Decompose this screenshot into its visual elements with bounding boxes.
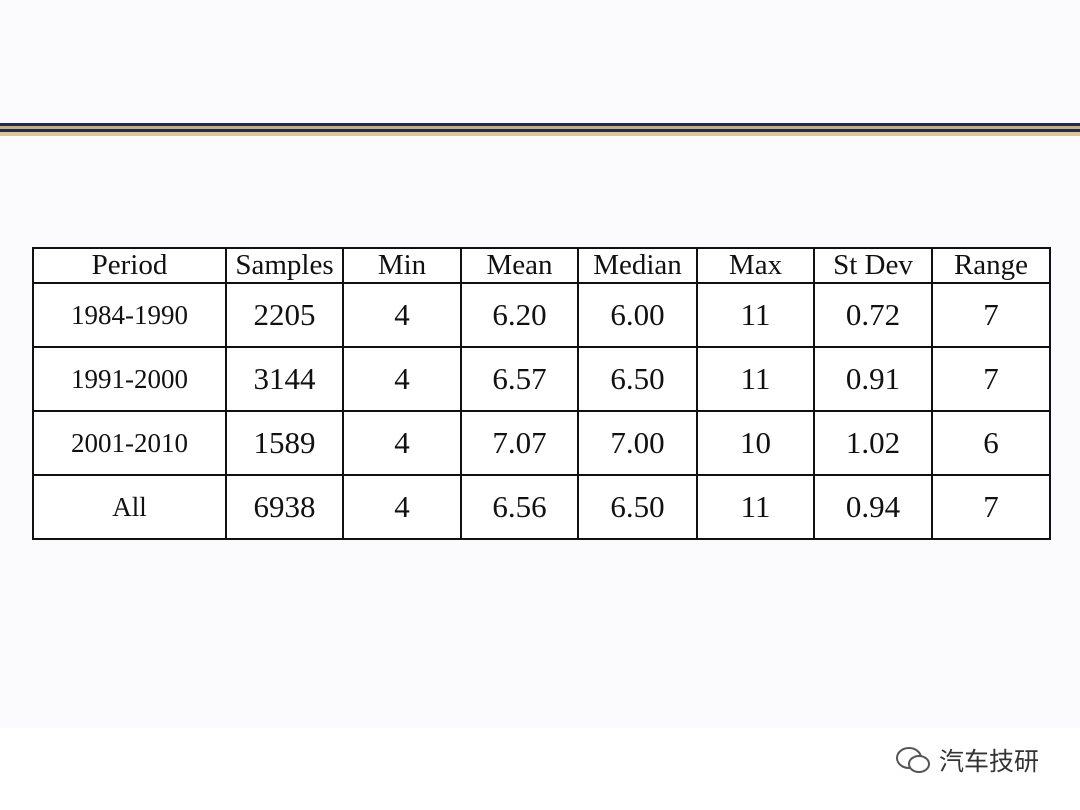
rule-dark	[0, 129, 1080, 132]
wechat-icon	[896, 747, 930, 773]
value-cell: 11	[696, 474, 815, 540]
stats-table: Period Samples Min Mean Median Max St Dev Range…	[32, 247, 1051, 540]
rule-dark	[0, 123, 1080, 126]
header-cell: Max	[696, 247, 815, 284]
value-cell: 3144	[225, 346, 344, 412]
watermark: 汽车技研	[895, 742, 1039, 778]
header-cell: Min	[342, 247, 462, 284]
value-cell: 4	[342, 410, 462, 476]
header-row: Period Samples Min Mean Median Max St Dev Range	[32, 247, 1051, 284]
period-cell: 1991-2000	[32, 346, 227, 412]
value-cell: 7.07	[460, 410, 579, 476]
header-cell: Median	[577, 247, 698, 284]
value-cell: 11	[696, 346, 815, 412]
value-cell: 1.02	[813, 410, 933, 476]
value-cell: 6.50	[577, 346, 698, 412]
header-cell: St Dev	[813, 247, 933, 284]
value-cell: 7	[931, 282, 1051, 348]
value-cell: 4	[342, 346, 462, 412]
value-cell: 11	[696, 282, 815, 348]
header-cell: Period	[32, 247, 227, 284]
table-row: 1984-1990 2205 4 6.20 6.00 11 0.72 7	[32, 282, 1051, 348]
table-row: 2001-2010 1589 4 7.07 7.00 10 1.02 6	[32, 410, 1051, 476]
value-cell: 1589	[225, 410, 344, 476]
value-cell: 7.00	[577, 410, 698, 476]
value-cell: 6.00	[577, 282, 698, 348]
value-cell: 0.72	[813, 282, 933, 348]
value-cell: 2205	[225, 282, 344, 348]
rule-gold	[0, 126, 1080, 129]
table-row: All 6938 4 6.56 6.50 11 0.94 7	[32, 474, 1051, 540]
header-cell: Mean	[460, 247, 579, 284]
watermark-text: 汽车技研	[939, 747, 1040, 776]
value-cell: 10	[696, 410, 815, 476]
header-cell: Samples	[225, 247, 344, 284]
footer-area	[0, 728, 1080, 810]
value-cell: 6.50	[577, 474, 698, 540]
value-cell: 0.94	[813, 474, 933, 540]
period-cell: 1984-1990	[32, 282, 227, 348]
value-cell: 4	[342, 282, 462, 348]
value-cell: 6.20	[460, 282, 579, 348]
value-cell: 7	[931, 474, 1051, 540]
value-cell: 4	[342, 474, 462, 540]
table-row: 1991-2000 3144 4 6.57 6.50 11 0.91 7	[32, 346, 1051, 412]
value-cell: 6	[931, 410, 1051, 476]
rule-gold	[0, 132, 1080, 136]
period-cell: 2001-2010	[32, 410, 227, 476]
value-cell: 0.91	[813, 346, 933, 412]
value-cell: 6.56	[460, 474, 579, 540]
value-cell: 6938	[225, 474, 344, 540]
value-cell: 7	[931, 346, 1051, 412]
value-cell: 6.57	[460, 346, 579, 412]
header-cell: Range	[931, 247, 1051, 284]
period-cell: All	[32, 474, 227, 540]
